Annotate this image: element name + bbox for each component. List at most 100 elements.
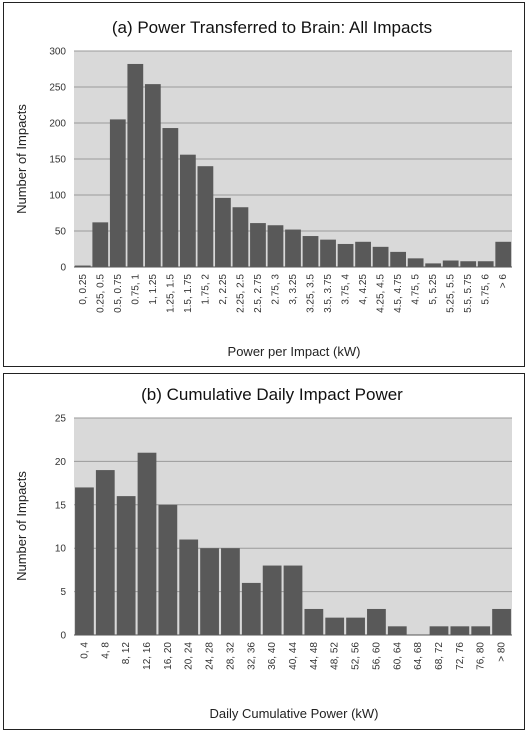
bar [241,582,261,635]
x-tick-label: 3.5, 3.75 [323,274,334,313]
bar [429,626,449,635]
y-tick-label: 0 [60,631,66,642]
x-tick-label: 1.25, 1.5 [165,274,176,313]
bar [179,539,199,635]
y-tick-label: 150 [49,155,66,166]
bar [92,222,109,267]
bar [346,617,365,635]
x-tick-label: 2.75, 3 [270,274,281,305]
bar [109,119,126,268]
bar [471,626,491,635]
x-tick-label: 4, 4.25 [358,274,369,305]
x-tick-label: 0.5, 0.75 [113,274,124,313]
bar [387,626,407,635]
bar [262,565,282,635]
x-tick-label: 72, 76 [455,642,466,670]
x-tick-label: 60, 64 [392,642,403,670]
chart-panel-b: (b) Cumulative Daily Impact Power 0 5 10 15 2… [3,373,525,730]
x-tick-label: 5, 5.25 [428,274,439,305]
x-tick-label: 56, 60 [371,642,382,670]
bar [495,241,512,267]
bar [127,63,144,268]
power-per-impact-chart: (a) Power Transferred to Brain: All Impa… [14,18,512,359]
bar [250,223,266,267]
x-tick-label: 1.5, 1.75 [183,274,194,313]
x-tick-label: 2, 2.25 [218,274,229,305]
bar [197,166,214,267]
y-tick-label: 100 [49,191,66,202]
x-tick-label: 2.25, 2.5 [235,274,246,313]
bar [116,496,136,635]
bar [304,608,324,635]
chart-title: (a) Power Transferred to Brain: All Impa… [112,18,432,37]
y-tick-label: 200 [49,119,66,130]
bar [75,487,94,635]
x-tick-label: 4.5, 4.75 [393,274,404,313]
x-tick-label: 1, 1.25 [148,274,159,305]
bar [302,236,319,267]
x-tick-label: 12, 16 [142,642,153,670]
bar [320,239,336,267]
bar [442,260,459,267]
bar [179,154,196,267]
bar [137,452,157,635]
x-tick-label: 40, 44 [288,642,299,670]
chart-title: (b) Cumulative Daily Impact Power [141,385,403,404]
cumulative-daily-power-chart: (b) Cumulative Daily Impact Power 0 5 10 15 2… [14,385,512,721]
x-tick-label: 24, 28 [205,642,216,670]
x-tick-label: 1.75, 2 [200,274,211,305]
x-tick-label: 3.75, 4 [341,274,352,305]
bar [492,608,511,635]
x-tick-label: 68, 72 [434,642,445,670]
bar [285,229,301,267]
y-tick-label: 25 [55,414,67,425]
bar [367,608,386,635]
x-axis-title: Daily Cumulative Power (kW) [209,706,378,721]
x-tick-label: 28, 32 [225,642,236,670]
x-tick-label: 5.75, 6 [481,274,492,305]
bar [95,470,115,635]
bar [144,84,161,268]
x-tick-label: 32, 36 [246,642,257,670]
x-tick-label: 0, 4 [79,642,90,659]
x-tick-label: 2.5, 2.75 [253,274,264,313]
y-tick-label: 10 [55,544,67,555]
y-tick-label: 0 [60,263,66,274]
x-tick-label: 3.25, 3.5 [306,274,317,313]
x-tick-label: 5.25, 5.5 [446,274,457,313]
x-tick-label: 52, 56 [351,642,362,670]
bar [460,261,477,267]
bar [407,258,424,267]
x-tick-label: 48, 52 [330,642,341,670]
bar [221,548,240,635]
bar [425,263,442,267]
x-tick-label: 5.5, 5.75 [463,274,474,313]
x-tick-label: > 80 [497,642,508,662]
x-tick-label: 44, 48 [309,642,320,670]
y-tick-label: 15 [55,500,67,511]
bar [215,197,231,267]
bar [355,241,371,267]
bar [158,504,178,635]
x-tick-label: 36, 40 [267,642,278,670]
x-tick-label: 0, 0.25 [78,274,89,305]
x-tick-label: 0.75, 1 [130,274,141,305]
bar [267,225,284,267]
bar [372,246,389,267]
bar [74,265,91,267]
x-tick-label: 0.25, 0.5 [95,274,106,313]
bar [283,565,303,635]
chart-panel-a: (a) Power Transferred to Brain: All Impa… [3,2,525,367]
y-tick-label: 5 [60,587,66,598]
x-tick-label: 16, 20 [163,642,174,670]
bar [232,207,249,267]
bar [162,128,179,267]
y-axis-title: Number of Impacts [14,104,29,214]
bar [200,548,219,635]
x-tick-label: 4.25, 4.5 [376,274,387,313]
y-tick-label: 250 [49,83,66,94]
bar [477,261,494,267]
x-tick-label: 8, 12 [121,642,132,665]
bar [390,251,407,267]
y-tick-label: 300 [49,47,66,58]
